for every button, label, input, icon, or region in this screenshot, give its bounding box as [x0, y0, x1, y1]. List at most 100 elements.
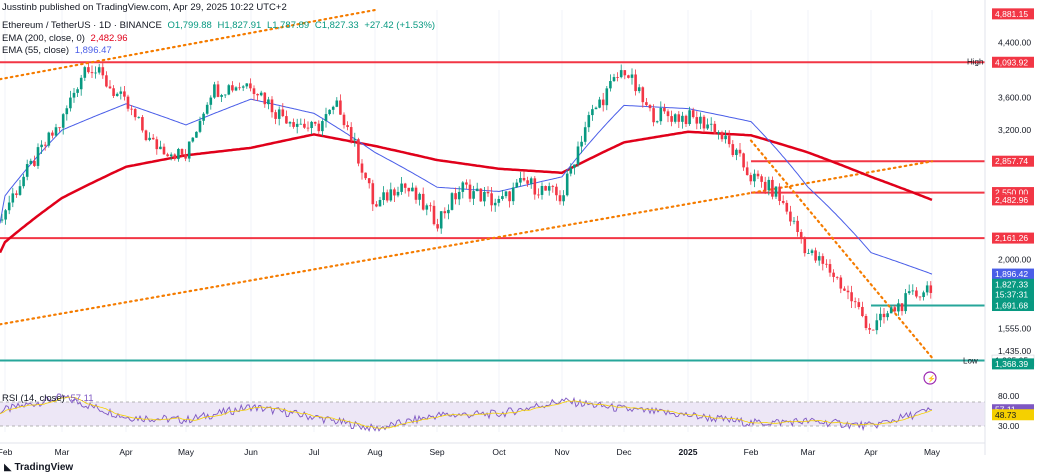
- candle-body: [277, 109, 281, 119]
- candle-body: [195, 131, 198, 138]
- candle: [875, 313, 879, 335]
- rsi-legend[interactable]: RSI (14, close) 57.11: [2, 393, 97, 404]
- time-tick-label: Apr: [864, 447, 877, 457]
- candle-body: [727, 135, 731, 145]
- candle: [731, 140, 735, 158]
- candle-body: [11, 193, 15, 203]
- candle-body: [915, 290, 918, 297]
- candle: [162, 143, 166, 155]
- candle-body: [22, 176, 25, 187]
- candle-body: [677, 114, 681, 122]
- candle-body: [681, 115, 684, 122]
- candle-body: [663, 107, 666, 112]
- candle-body: [105, 75, 108, 87]
- candle: [565, 170, 569, 197]
- candle: [443, 207, 447, 219]
- candle: [641, 86, 645, 108]
- candle-body: [205, 104, 209, 114]
- candle-body: [4, 210, 7, 220]
- candle-body: [421, 193, 425, 210]
- candle-body: [717, 132, 720, 134]
- candle-body: [544, 186, 547, 191]
- candle-body: [349, 127, 353, 141]
- candle-body: [569, 167, 573, 174]
- candle: [101, 61, 105, 79]
- candle: [540, 182, 544, 200]
- candle-body: [364, 172, 367, 179]
- candle-body: [123, 91, 126, 97]
- candle-body: [702, 116, 706, 129]
- candle: [713, 120, 717, 135]
- candle: [738, 143, 742, 157]
- candle-body: [148, 137, 151, 141]
- candle: [850, 285, 853, 308]
- candle-body: [555, 186, 558, 196]
- candle-body: [151, 137, 155, 140]
- candle: [220, 93, 223, 103]
- candle: [688, 106, 691, 126]
- candle: [915, 287, 918, 299]
- time-tick-label: Aug: [367, 447, 382, 457]
- candle: [609, 74, 612, 92]
- candle-body: [688, 110, 691, 125]
- candle-body: [774, 186, 778, 197]
- candle: [843, 286, 846, 291]
- candle: [781, 195, 785, 205]
- ema200-legend[interactable]: EMA (200, close, 0) 2,482.96: [2, 33, 131, 44]
- price-marker-label: 2,482.96: [995, 195, 1028, 205]
- ema200-value: 2,482.96: [90, 33, 128, 44]
- candle: [889, 305, 893, 314]
- candle: [360, 159, 364, 180]
- candle-body: [594, 107, 598, 110]
- candle: [241, 85, 245, 92]
- candle-body: [457, 191, 461, 200]
- candle-body: [432, 205, 436, 225]
- ema55-legend[interactable]: EMA (55, close) 1,896.47: [2, 45, 115, 56]
- symbol-name[interactable]: Ethereum / TetherUS · 1D · BINANCE: [2, 20, 162, 31]
- candle-body: [281, 109, 285, 117]
- candle-body: [605, 88, 609, 106]
- candle-body: [191, 137, 195, 142]
- candle-body: [252, 88, 256, 94]
- candle-body: [547, 186, 551, 191]
- candle: [727, 130, 731, 148]
- candle-body: [79, 77, 83, 90]
- candle: [425, 203, 429, 216]
- candle-body: [51, 132, 54, 136]
- candle-body: [587, 115, 591, 128]
- candle: [457, 186, 461, 206]
- candle-body: [713, 123, 717, 134]
- candle-body: [378, 200, 382, 207]
- candle: [861, 301, 864, 318]
- candle-body: [861, 306, 864, 317]
- candle-body: [249, 83, 252, 89]
- candle: [191, 137, 195, 143]
- candle: [288, 121, 292, 127]
- candle-body: [101, 67, 105, 76]
- candle-body: [684, 115, 688, 125]
- candle-body: [519, 177, 522, 183]
- lightning-icon[interactable]: [923, 371, 937, 385]
- candle: [814, 247, 817, 263]
- price-marker-label: 4,093.92: [995, 57, 1028, 67]
- ema200-label: EMA (200, close, 0): [2, 33, 85, 44]
- tradingview-logo[interactable]: ◣ TradingView: [4, 462, 73, 473]
- candle: [601, 92, 605, 112]
- candle: [310, 120, 313, 135]
- candle-body: [853, 301, 857, 303]
- candle-body: [40, 144, 43, 148]
- candle: [454, 187, 457, 205]
- candle-body: [497, 198, 501, 203]
- candle: [328, 109, 331, 116]
- candle: [223, 94, 227, 99]
- candle-body: [371, 183, 375, 205]
- candle: [519, 171, 522, 187]
- candle: [587, 111, 591, 133]
- candle-body: [511, 187, 515, 202]
- candles: [0, 61, 933, 335]
- candle: [461, 181, 465, 199]
- price-marker-badge: [992, 289, 1034, 301]
- candle-body: [522, 177, 526, 181]
- price-marker-badge: [992, 155, 1034, 167]
